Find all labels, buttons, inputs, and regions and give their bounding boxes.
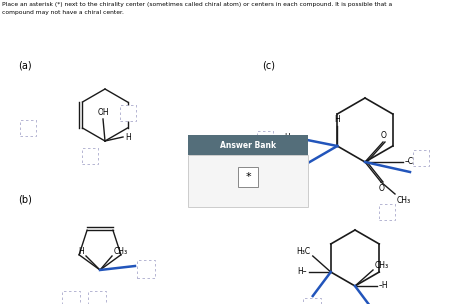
Text: O: O	[379, 184, 385, 193]
Text: O: O	[381, 131, 387, 140]
Text: CH₃: CH₃	[397, 196, 411, 205]
Bar	[120, 105, 136, 121]
Text: Answer Bank: Answer Bank	[220, 140, 276, 150]
Text: H: H	[125, 133, 131, 141]
Text: H: H	[292, 170, 297, 179]
Bar	[188, 155, 308, 207]
Text: *: *	[245, 172, 251, 182]
Text: H–: H–	[297, 268, 307, 277]
Text: CH₃: CH₃	[114, 247, 128, 256]
Text: H₃C: H₃C	[297, 247, 311, 256]
Text: (d): (d)	[262, 195, 276, 205]
Text: CH₃: CH₃	[375, 261, 389, 270]
Bar	[303, 298, 321, 304]
Text: (c): (c)	[262, 60, 275, 70]
Bar	[82, 148, 98, 164]
Text: H–: H–	[285, 133, 294, 143]
Text: –CH₃: –CH₃	[405, 157, 423, 167]
Bar	[238, 167, 258, 187]
Text: H: H	[78, 247, 84, 256]
Text: (b): (b)	[18, 195, 32, 205]
Text: CH₂: CH₂	[262, 133, 276, 143]
Text: Place an asterisk (*) next to the chirality center (sometimes called chiral atom: Place an asterisk (*) next to the chiral…	[2, 2, 392, 7]
Text: compound may not have a chiral center.: compound may not have a chiral center.	[2, 10, 124, 15]
Bar	[379, 204, 395, 220]
Bar	[269, 168, 285, 184]
Text: (a): (a)	[18, 60, 32, 70]
Bar	[257, 131, 273, 147]
Text: H: H	[335, 115, 340, 124]
Bar	[88, 291, 106, 304]
Bar	[137, 260, 155, 278]
Bar	[62, 291, 80, 304]
Bar	[413, 150, 429, 166]
Text: OH: OH	[97, 108, 109, 117]
Text: –H: –H	[379, 282, 389, 291]
Bar	[20, 120, 36, 136]
Bar	[188, 135, 308, 155]
